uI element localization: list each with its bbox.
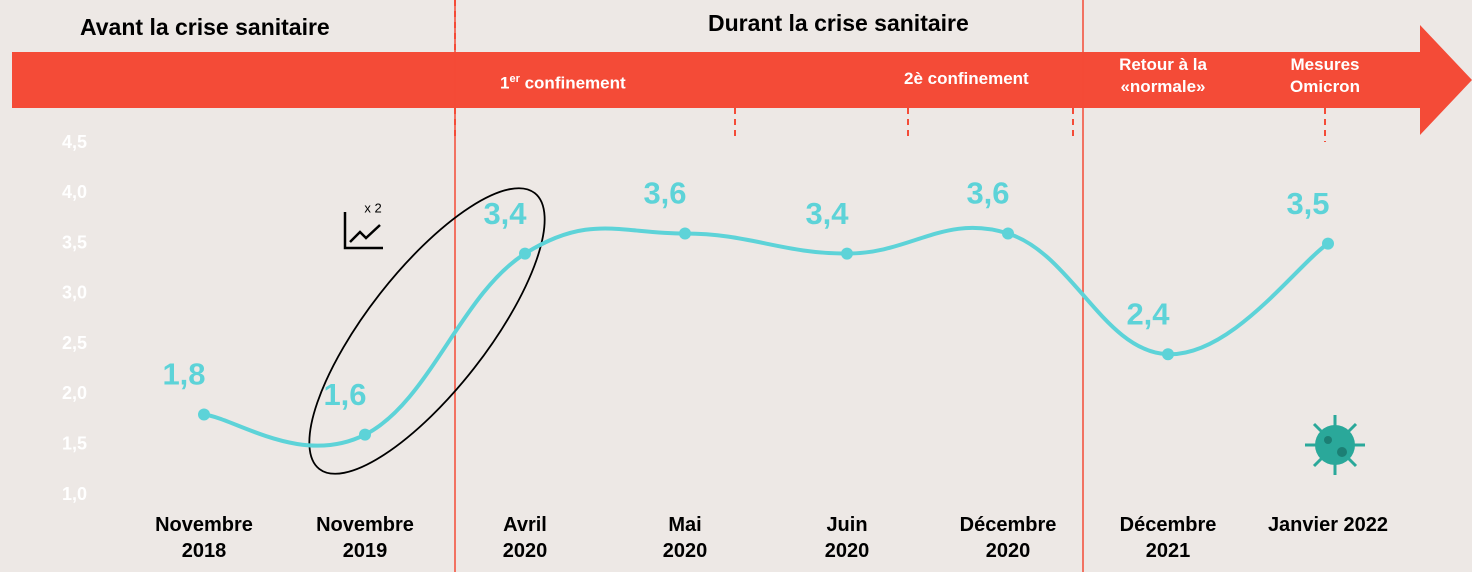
data-label: 1,6 (323, 377, 366, 412)
x-tick-label: Novembre 2018 (155, 514, 253, 562)
point (679, 227, 691, 240)
timeline-arrow (12, 25, 1472, 135)
point (1002, 227, 1014, 240)
phase-text: confinement (519, 73, 626, 93)
growth-icon (343, 212, 383, 250)
y-tick-label: 1,5 (62, 433, 87, 453)
x-tick-label: Mai 2020 (662, 514, 708, 562)
x-tick-label: Décembre 2020 (959, 514, 1057, 562)
y-tick-label: 3,5 (62, 232, 87, 252)
line (203, 225, 1330, 448)
y-tick-label: 1,0 (62, 484, 87, 504)
x-tick-label: Novembre 2019 (316, 514, 414, 562)
y-tick-label: 3,0 (62, 283, 87, 303)
data-label: 3,6 (643, 176, 686, 211)
y-tick-label: 4,5 (62, 132, 87, 152)
point (1322, 237, 1334, 250)
point (359, 428, 371, 441)
data-label: 2,4 (1126, 296, 1170, 331)
phase-sup: er (509, 73, 520, 85)
phase-label: Mesures Omicron (1290, 55, 1360, 96)
x-tick-label: Avril 2020 (502, 514, 548, 562)
y-tick-label: 4,0 (62, 182, 87, 202)
point (841, 247, 853, 260)
y-tick-label: 2,0 (62, 383, 87, 403)
data-label: 3,4 (805, 196, 849, 231)
factor-label: x 2 (364, 200, 381, 215)
x-tick-label: Décembre 2021 (1119, 514, 1217, 562)
phase-label: 1er confinement (500, 68, 626, 95)
data-label: 3,4 (483, 196, 527, 231)
phase-label: 2è confinement (904, 69, 1029, 88)
highlight-ellipse (308, 187, 546, 475)
period-label: Durant la crise sanitaire (708, 10, 969, 36)
point (198, 408, 210, 421)
data-label: 3,6 (966, 176, 1009, 211)
phase-number: 1 (500, 73, 510, 93)
x-tick-label: Juin 2020 (824, 514, 870, 562)
phase-label: Retour à la «normale» (1119, 55, 1207, 96)
period-label: Avant la crise sanitaire (80, 14, 330, 40)
data-label: 1,8 (162, 357, 205, 392)
y-tick-label: 2,5 (62, 333, 87, 353)
point (1162, 348, 1174, 361)
x-tick-label: Janvier 2022 (1267, 514, 1389, 536)
data-label: 3,5 (1286, 186, 1329, 221)
phase-marks (454, 0, 1326, 142)
point (519, 247, 531, 260)
virus-icon (1305, 415, 1365, 475)
